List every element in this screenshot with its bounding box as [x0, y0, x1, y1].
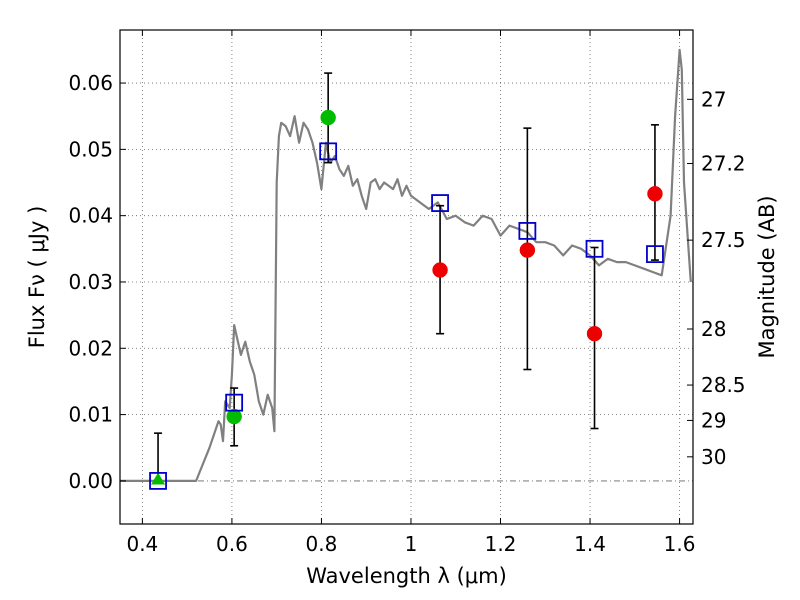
y-axis-label: Flux Fν ( μJy ) — [25, 206, 49, 349]
red-point — [586, 325, 603, 342]
plot-frame — [119, 29, 694, 525]
x-axis-label: Wavelength λ (μm) — [306, 564, 507, 588]
magnitude-axis-label: Magnitude (AB) — [755, 195, 779, 358]
green-point — [320, 109, 336, 126]
axis-ticks: 0.4 0.6 0.8 1 1.2 1.4 1.6 0.00 0.01 0.02 0.03 0.04 0… — [68, 30, 746, 556]
x-tick-label: 0.6 — [216, 532, 248, 556]
mag-tick-label: 27 — [701, 87, 726, 111]
model-photometry-square — [585, 239, 604, 258]
green-point — [226, 408, 242, 425]
mag-tick-label: 27.2 — [701, 152, 746, 176]
x-tick-label: 0.8 — [306, 532, 338, 556]
y-tick-label: 0.04 — [68, 204, 113, 228]
y-tick-label: 0.06 — [68, 71, 113, 95]
x-tick-label: 1.4 — [574, 532, 606, 556]
model-sed-curve — [120, 48, 692, 482]
green-triangle-point — [151, 472, 166, 485]
y-tick-label: 0.03 — [68, 270, 113, 294]
y-tick-label: 0.00 — [68, 469, 113, 493]
y-tick-label: 0.05 — [68, 137, 113, 161]
red-point — [432, 262, 448, 278]
model-photometry-square — [149, 471, 167, 490]
mag-tick-label: 30 — [701, 445, 726, 469]
y-tick-label: 0.02 — [68, 336, 113, 360]
y-tick-label: 0.01 — [68, 403, 113, 427]
x-tick-label: 1.2 — [485, 532, 517, 556]
mag-tick-label: 29 — [701, 408, 726, 432]
x-tick-label: 0.4 — [126, 532, 158, 556]
data-markers — [149, 109, 664, 490]
grid — [120, 30, 693, 524]
x-tick-label: 1.6 — [664, 532, 696, 556]
model-sed-line — [120, 48, 692, 482]
mag-tick-label: 28 — [701, 317, 726, 341]
x-tick-label: 1 — [405, 532, 418, 556]
red-point — [647, 186, 663, 202]
mag-tick-label: 28.5 — [701, 373, 746, 397]
mag-tick-label: 27.5 — [701, 228, 746, 252]
red-point — [519, 242, 536, 258]
model-photometry-square — [646, 245, 664, 264]
model-photometry-square — [225, 393, 244, 412]
model-photometry-square — [518, 222, 537, 240]
model-photometry-square — [319, 142, 338, 161]
model-photometry-square — [431, 194, 449, 212]
